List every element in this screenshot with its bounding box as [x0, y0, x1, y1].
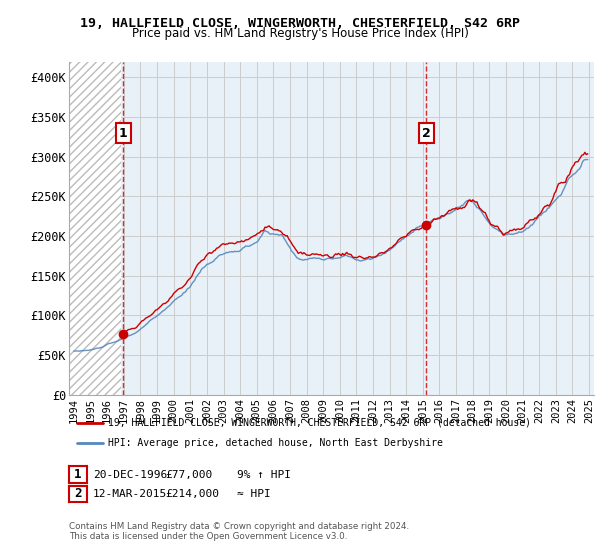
Text: £214,000: £214,000 [165, 489, 219, 499]
Text: Price paid vs. HM Land Registry's House Price Index (HPI): Price paid vs. HM Land Registry's House … [131, 27, 469, 40]
Text: 2: 2 [74, 487, 82, 501]
Text: HPI: Average price, detached house, North East Derbyshire: HPI: Average price, detached house, Nort… [109, 438, 443, 449]
Text: 9% ↑ HPI: 9% ↑ HPI [237, 470, 291, 480]
Text: ≈ HPI: ≈ HPI [237, 489, 271, 499]
Text: 19, HALLFIELD CLOSE, WINGERWORTH, CHESTERFIELD, S42 6RP: 19, HALLFIELD CLOSE, WINGERWORTH, CHESTE… [80, 17, 520, 30]
Text: £77,000: £77,000 [165, 470, 212, 480]
Text: 1: 1 [74, 468, 82, 482]
Text: Contains HM Land Registry data © Crown copyright and database right 2024.
This d: Contains HM Land Registry data © Crown c… [69, 522, 409, 542]
Text: 20-DEC-1996: 20-DEC-1996 [93, 470, 167, 480]
Text: 19, HALLFIELD CLOSE, WINGERWORTH, CHESTERFIELD, S42 6RP (detached house): 19, HALLFIELD CLOSE, WINGERWORTH, CHESTE… [109, 418, 532, 428]
Text: 12-MAR-2015: 12-MAR-2015 [93, 489, 167, 499]
Text: 1: 1 [119, 127, 128, 139]
Text: 2: 2 [422, 127, 430, 139]
